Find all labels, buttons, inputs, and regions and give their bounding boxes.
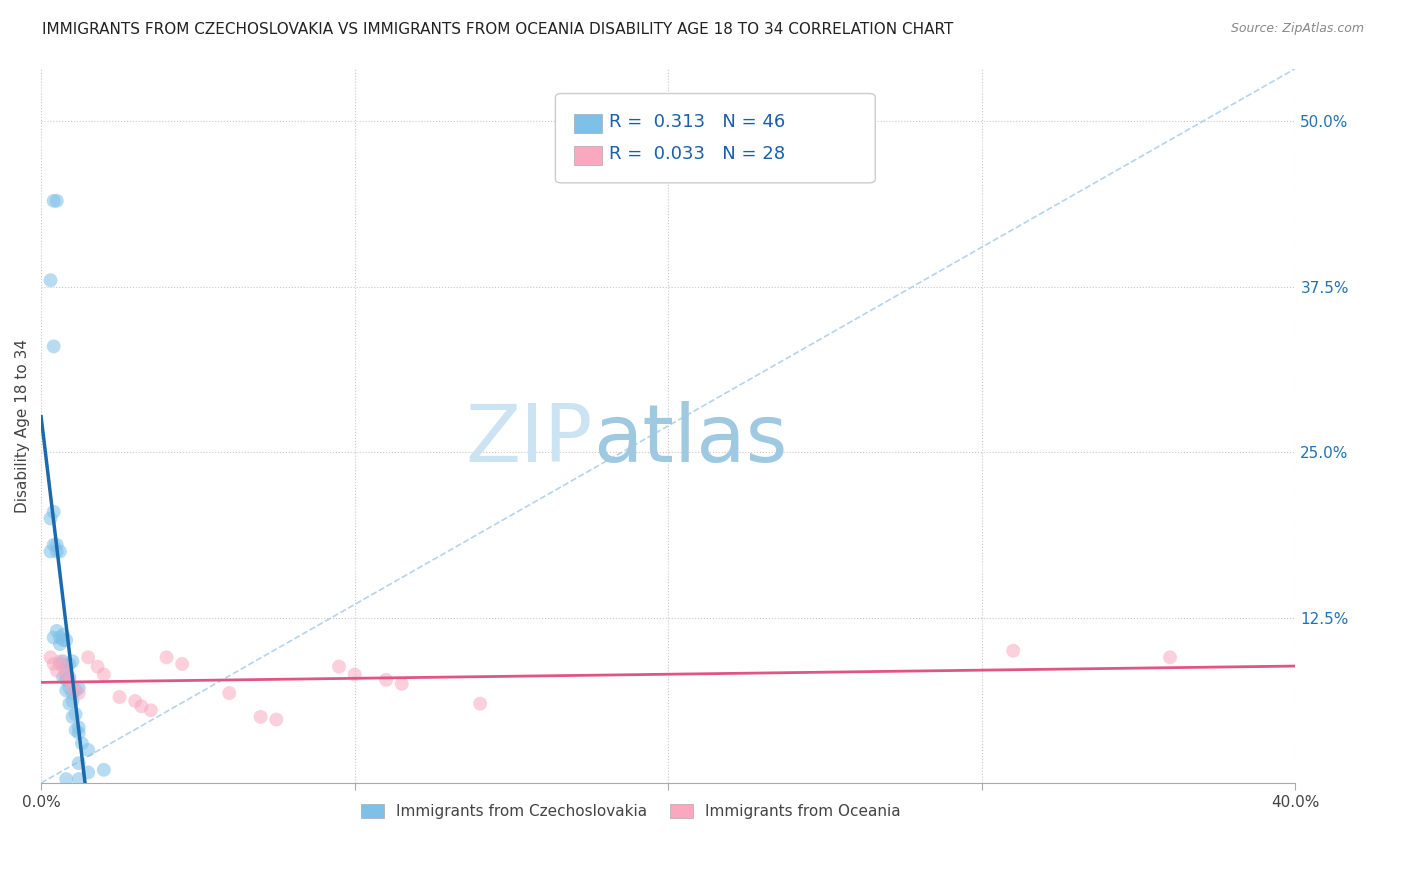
Point [108,690,131,704]
Point [39,273,62,287]
Point [62,710,84,724]
Point [77,743,100,757]
Point [58,657,80,671]
Point [49,657,72,671]
Point [77,650,100,665]
Point [249,710,271,724]
Point [55,772,77,786]
Point [55,633,77,648]
Point [45,624,67,638]
Point [52,670,75,684]
Point [58,673,80,687]
Point [67,681,90,695]
Point [218,686,240,700]
Point [42,339,65,353]
Point [55,667,77,681]
Point [67,686,90,700]
Point [55,667,77,681]
Text: Source: ZipAtlas.com: Source: ZipAtlas.com [1230,22,1364,36]
Point [62,694,84,708]
Point [42,194,65,208]
Point [55,659,77,673]
Point [55,683,77,698]
Point [42,631,65,645]
Point [65,683,87,698]
Point [1002,644,1025,658]
Point [62,654,84,668]
Point [67,756,90,771]
Point [343,667,366,681]
Point [375,673,398,687]
Point [67,725,90,739]
Point [49,637,72,651]
Point [52,654,75,668]
Point [131,699,153,714]
Point [328,659,350,673]
Y-axis label: Disability Age 18 to 34: Disability Age 18 to 34 [15,339,30,513]
Point [70,736,93,750]
Point [62,681,84,695]
Point [86,659,108,673]
Point [45,664,67,678]
Point [67,721,90,735]
Point [65,723,87,738]
Point [52,628,75,642]
Point [39,511,62,525]
Text: ZIP: ZIP [465,401,593,479]
Point [52,633,75,648]
FancyBboxPatch shape [574,146,602,165]
Point [45,544,67,558]
Point [58,697,80,711]
Text: IMMIGRANTS FROM CZECHOSLOVAKIA VS IMMIGRANTS FROM OCEANIA DISABILITY AGE 18 TO 3: IMMIGRANTS FROM CZECHOSLOVAKIA VS IMMIGR… [42,22,953,37]
Point [39,650,62,665]
Point [65,707,87,722]
Point [77,765,100,780]
Point [49,654,72,668]
Point [391,677,413,691]
Point [62,686,84,700]
FancyBboxPatch shape [555,94,876,183]
Point [45,538,67,552]
Point [49,544,72,558]
Point [93,667,115,681]
Point [42,657,65,671]
Point [1159,650,1181,665]
Point [49,631,72,645]
Point [45,194,67,208]
FancyBboxPatch shape [574,114,602,133]
Point [42,505,65,519]
Point [124,694,146,708]
Text: R =  0.313   N = 46: R = 0.313 N = 46 [609,113,786,131]
Point [39,544,62,558]
Point [67,772,90,786]
Point [52,659,75,673]
Point [55,673,77,687]
Legend: Immigrants from Czechoslovakia, Immigrants from Oceania: Immigrants from Czechoslovakia, Immigran… [354,798,907,825]
Point [155,650,177,665]
Point [93,763,115,777]
Point [58,670,80,684]
Point [468,697,491,711]
Point [172,657,194,671]
Point [139,703,162,717]
Text: atlas: atlas [593,401,787,479]
Point [58,681,80,695]
Text: R =  0.033   N = 28: R = 0.033 N = 28 [609,145,786,163]
Point [266,713,288,727]
Point [42,538,65,552]
